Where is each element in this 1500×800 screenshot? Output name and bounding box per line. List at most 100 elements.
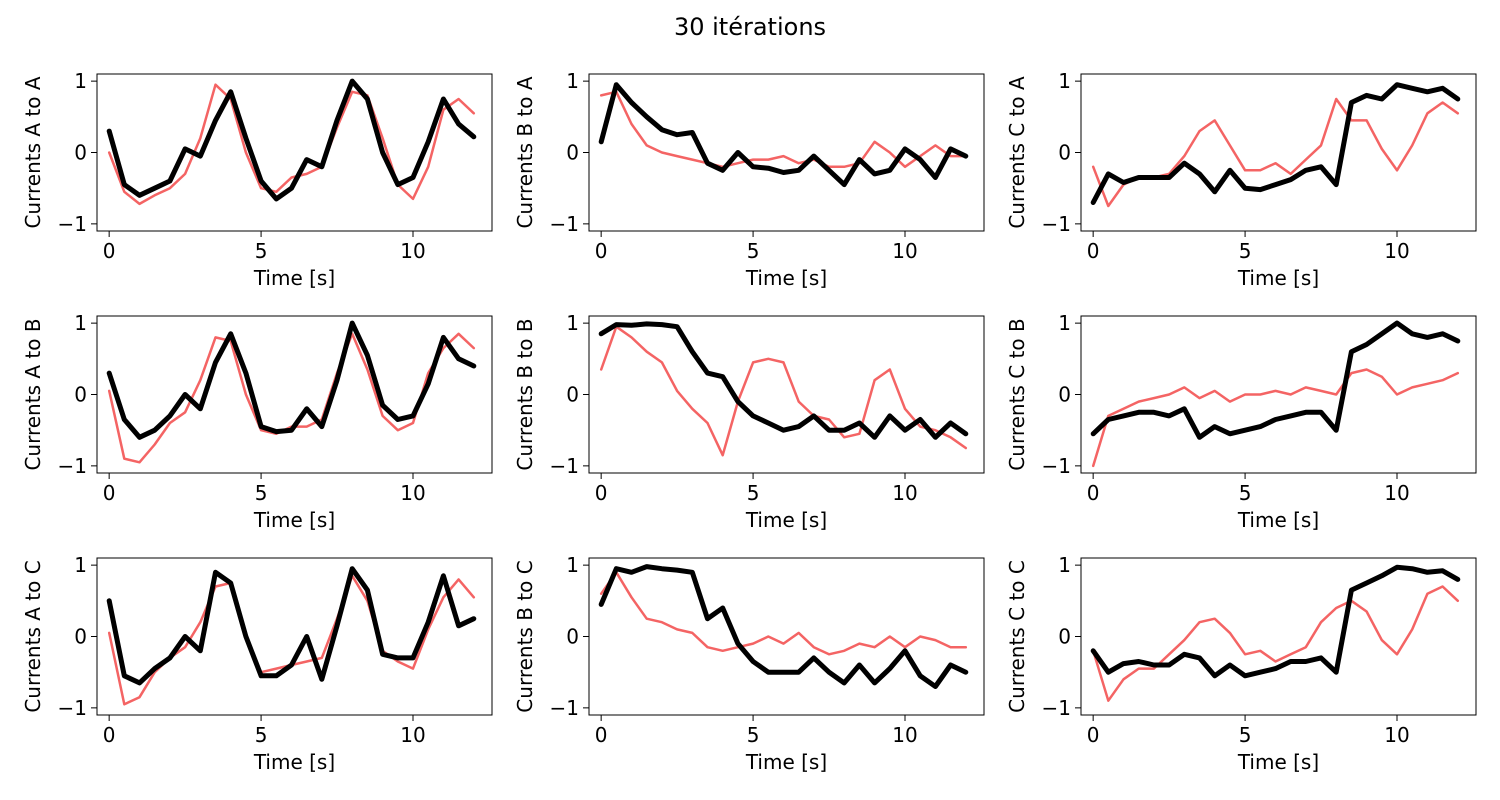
subplot-9: 0 5 10 −1 0 1 Time [s] Currents C to C <box>1005 553 1477 774</box>
y-axis-label: Currents A to B <box>21 318 45 470</box>
y-axis-label: Currents C to C <box>1005 560 1029 713</box>
y-tick-label: 1 <box>566 311 579 335</box>
x-tick-label: 5 <box>255 239 268 263</box>
y-tick-label: −1 <box>550 212 579 236</box>
prediction-line-2 <box>598 82 969 188</box>
x-tick-label: 0 <box>595 723 608 747</box>
x-tick-label: 0 <box>103 723 116 747</box>
y-tick-label: 1 <box>1058 553 1071 577</box>
y-tick-label: 1 <box>74 553 87 577</box>
x-tick-label: 0 <box>1087 481 1100 505</box>
x-tick-label: 5 <box>747 723 760 747</box>
reference-line-2 <box>599 90 968 169</box>
x-tick-label: 0 <box>1087 239 1100 263</box>
y-axis-label: Currents B to A <box>513 76 537 228</box>
x-tick-label: 5 <box>747 239 760 263</box>
y-tick-label: −1 <box>550 696 579 720</box>
reference-line-5 <box>599 325 968 457</box>
y-tick-label: 0 <box>1058 141 1071 165</box>
prediction-line-6 <box>1090 320 1461 440</box>
x-tick-label: 10 <box>892 239 917 263</box>
x-axis-label: Time [s] <box>745 750 827 774</box>
subplot-3: 0 5 10 −1 0 1 Time [s] Currents C to A <box>1005 69 1477 290</box>
axes-frame <box>96 557 493 716</box>
subplot-5: 0 5 10 −1 0 1 Time [s] Currents B to B <box>513 311 985 532</box>
y-tick-label: −1 <box>58 454 87 478</box>
x-tick-label: 5 <box>1239 481 1252 505</box>
x-tick-label: 10 <box>892 723 917 747</box>
prediction-line-1 <box>106 78 477 202</box>
y-tick-label: 0 <box>1058 625 1071 649</box>
y-tick-label: −1 <box>550 454 579 478</box>
prediction-line-3 <box>1090 82 1461 205</box>
axes-frame <box>96 315 493 474</box>
y-axis-label: Currents A to A <box>21 76 45 228</box>
y-tick-label: 0 <box>566 625 579 649</box>
y-axis-label: Currents C to B <box>1005 318 1029 470</box>
y-tick-label: 0 <box>74 141 87 165</box>
x-axis-label: Time [s] <box>1237 266 1319 290</box>
x-tick-label: 5 <box>255 481 268 505</box>
x-axis-label: Time [s] <box>253 508 335 532</box>
x-tick-label: 10 <box>1384 481 1409 505</box>
x-tick-label: 0 <box>595 239 608 263</box>
x-tick-label: 10 <box>892 481 917 505</box>
x-tick-label: 5 <box>255 723 268 747</box>
axes-frame <box>1080 557 1477 716</box>
x-tick-label: 10 <box>400 481 425 505</box>
figure-title: 30 itérations <box>674 13 826 41</box>
y-axis-label: Currents B to C <box>513 560 537 712</box>
x-tick-label: 5 <box>1239 239 1252 263</box>
subplot-2: 0 5 10 −1 0 1 Time [s] Currents B to A <box>513 69 985 290</box>
y-tick-label: 1 <box>74 69 87 93</box>
y-tick-label: −1 <box>1042 454 1071 478</box>
reference-line-1 <box>107 83 476 206</box>
x-tick-label: 5 <box>747 481 760 505</box>
y-tick-label: 1 <box>566 69 579 93</box>
y-tick-label: 1 <box>1058 69 1071 93</box>
y-tick-label: −1 <box>58 696 87 720</box>
x-axis-label: Time [s] <box>1237 508 1319 532</box>
prediction-line-9 <box>1090 564 1461 679</box>
y-tick-label: 0 <box>74 625 87 649</box>
y-tick-label: 1 <box>566 553 579 577</box>
subplot-4: 0 5 10 −1 0 1 Time [s] Currents A to B <box>21 311 493 532</box>
y-tick-label: 0 <box>1058 383 1071 407</box>
y-tick-label: 0 <box>566 383 579 407</box>
y-tick-label: 0 <box>566 141 579 165</box>
subplot-7: 0 5 10 −1 0 1 Time [s] Currents A to C <box>21 553 493 774</box>
y-axis-label: Currents C to A <box>1005 76 1029 229</box>
subplot-6: 0 5 10 −1 0 1 Time [s] Currents C to B <box>1005 311 1477 532</box>
y-tick-label: −1 <box>1042 696 1071 720</box>
prediction-line-8 <box>598 564 969 689</box>
reference-line-9 <box>1091 585 1460 702</box>
x-tick-label: 0 <box>103 481 116 505</box>
x-axis-label: Time [s] <box>253 750 335 774</box>
x-tick-label: 10 <box>1384 723 1409 747</box>
prediction-line-5 <box>598 321 969 440</box>
x-tick-label: 10 <box>400 723 425 747</box>
x-axis-label: Time [s] <box>745 508 827 532</box>
axes-frame <box>1080 315 1477 474</box>
x-tick-label: 0 <box>595 481 608 505</box>
reference-line-3 <box>1091 97 1460 208</box>
x-tick-label: 10 <box>1384 239 1409 263</box>
x-tick-label: 0 <box>103 239 116 263</box>
y-tick-label: 1 <box>74 311 87 335</box>
x-axis-label: Time [s] <box>1237 750 1319 774</box>
y-tick-label: 1 <box>1058 311 1071 335</box>
x-axis-label: Time [s] <box>745 266 827 290</box>
prediction-line-7 <box>106 566 477 686</box>
y-tick-label: −1 <box>1042 212 1071 236</box>
y-axis-label: Currents A to C <box>21 560 45 712</box>
axes-frame <box>1080 73 1477 232</box>
subplot-1: 0 5 10 −1 0 1 Time [s] Currents A to A <box>21 69 493 290</box>
reference-line-6 <box>1091 368 1460 468</box>
x-tick-label: 10 <box>400 239 425 263</box>
y-axis-label: Currents B to B <box>513 318 537 470</box>
x-tick-label: 5 <box>1239 723 1252 747</box>
x-axis-label: Time [s] <box>253 266 335 290</box>
y-tick-label: −1 <box>58 212 87 236</box>
